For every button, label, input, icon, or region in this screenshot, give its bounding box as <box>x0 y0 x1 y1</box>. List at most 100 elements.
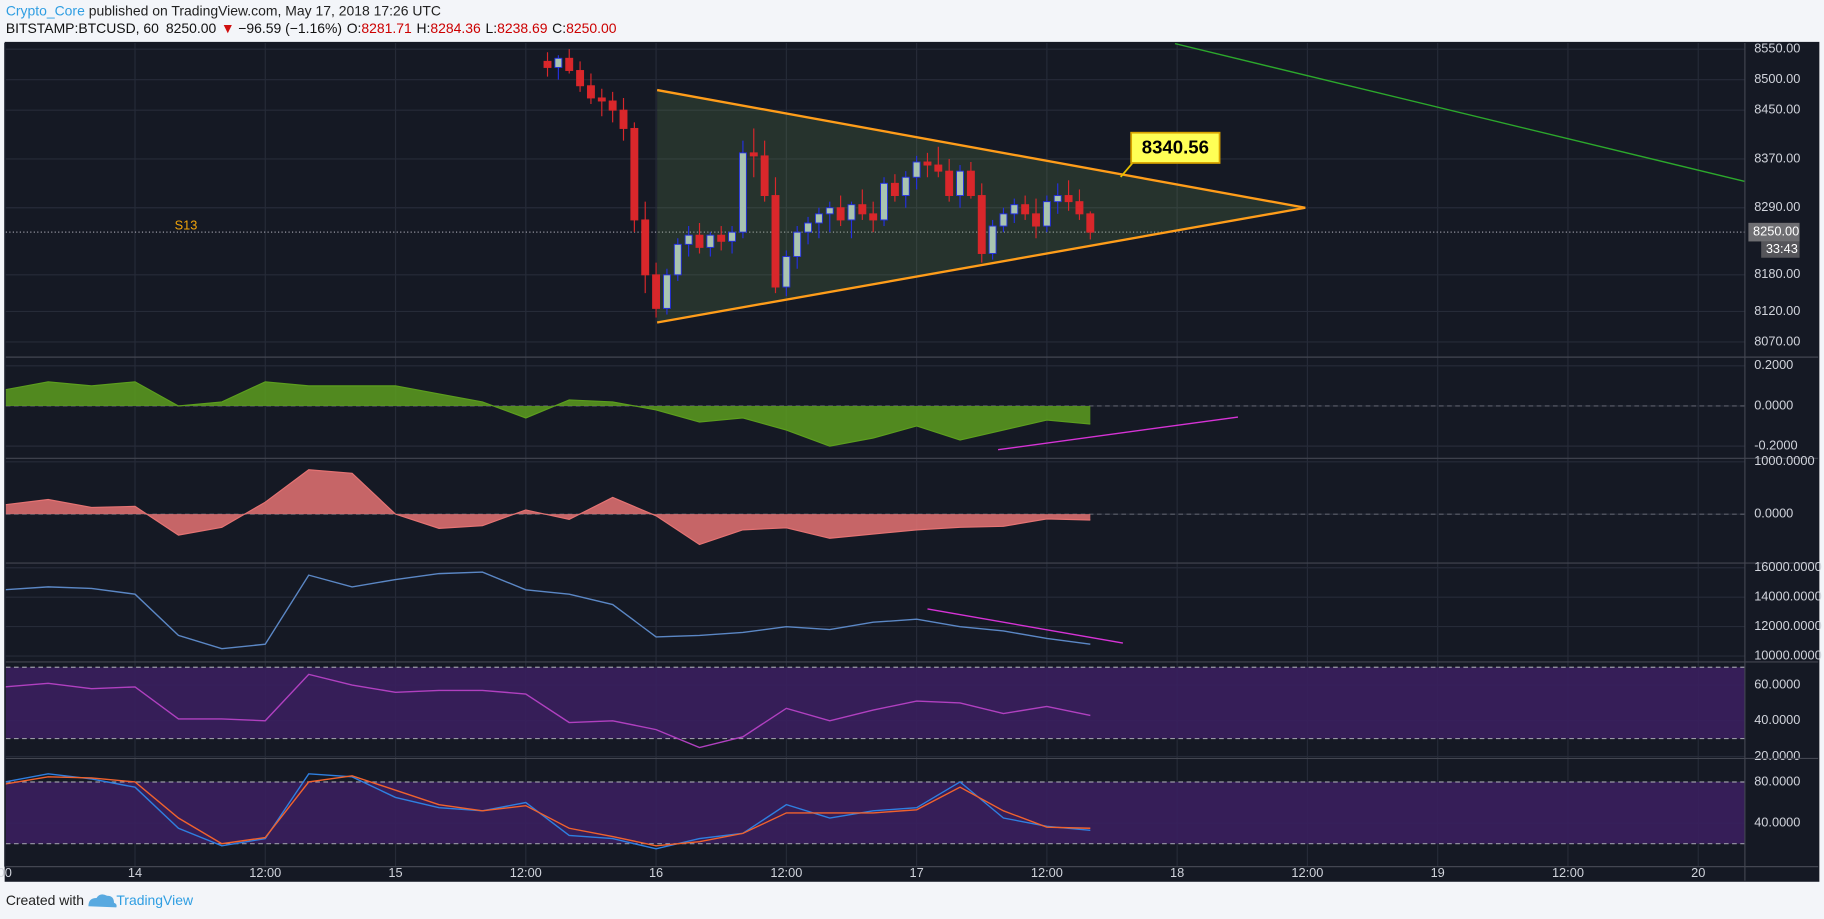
trend-line <box>997 416 1239 451</box>
y-tick-label: 0.2000 <box>1754 357 1793 372</box>
candle-body <box>825 207 834 215</box>
author[interactable]: Crypto_Core <box>6 2 85 18</box>
candle-body <box>1042 201 1051 227</box>
candle-body <box>706 234 715 248</box>
x-tick-label: 20 <box>1691 865 1705 880</box>
y-tick-label: 8450.00 <box>1754 102 1800 117</box>
y-tick-label: 8550.00 <box>1754 41 1800 56</box>
candle-body <box>966 170 975 197</box>
candle-body <box>847 204 856 221</box>
candle-body <box>565 57 574 71</box>
publish-line: Crypto_Core published on TradingView.com… <box>6 2 441 18</box>
candle-body <box>771 195 780 288</box>
level-band <box>5 667 1745 739</box>
x-tick-label: 19 <box>1431 865 1445 880</box>
change: −96.59 (−1.16%) <box>238 20 342 36</box>
candle-body <box>836 207 845 221</box>
ohlc-label: H: <box>416 20 430 36</box>
candle-body <box>608 100 617 111</box>
candle-body <box>945 170 954 197</box>
x-tick-label: 16 <box>649 865 663 880</box>
x-tick-label: 14 <box>128 865 142 880</box>
candle-body <box>858 204 867 215</box>
y-tick-label: 0.0000 <box>1754 397 1793 412</box>
candle-body <box>923 161 932 166</box>
series-line <box>5 775 1091 847</box>
candle-body <box>890 182 899 197</box>
panel-plot <box>5 469 1745 546</box>
candle-body <box>1010 204 1019 215</box>
candle-body <box>977 195 986 254</box>
price: 8250.00 <box>166 20 217 36</box>
y-tick-label: 16000.0000 <box>1754 559 1822 574</box>
footer-brand[interactable]: TradingView <box>116 892 194 908</box>
x-tick-label: 12:00 <box>1291 865 1323 880</box>
area-fill <box>5 469 1091 545</box>
x-tick-label: 12:00 <box>510 865 542 880</box>
trend-line <box>927 608 1124 644</box>
countdown-label: 33:43 <box>1766 241 1798 256</box>
countdown-tag <box>1761 241 1800 258</box>
arrow: ▼ <box>221 20 235 36</box>
callout-box <box>1130 131 1221 164</box>
area-line <box>5 381 1091 447</box>
candle-body <box>695 234 704 248</box>
last-price-tag <box>1748 222 1800 242</box>
x-tick-label: 18 <box>1170 865 1184 880</box>
x-tick-label: 12:00 <box>249 865 281 880</box>
candle-body <box>760 155 769 197</box>
x-tick-label: 15 <box>388 865 402 880</box>
x-tick-label: 12:00 <box>1031 865 1063 880</box>
ohlc-value: 8284.36 <box>430 20 481 36</box>
x-tick-label: 17 <box>909 865 923 880</box>
y-tick-label: 14000.0000 <box>1754 589 1822 604</box>
trend-line <box>1174 43 1745 183</box>
candle-body <box>782 256 791 288</box>
candle-body <box>793 231 802 258</box>
candle-body <box>662 274 671 309</box>
candle-body <box>1086 213 1095 233</box>
candle-body <box>641 219 650 276</box>
candle-body <box>652 274 661 309</box>
ohlc-label: C: <box>552 20 566 36</box>
ohlc-label: L: <box>485 20 497 36</box>
callout-label: 8340.56 <box>1142 136 1209 157</box>
candle-body <box>869 213 878 221</box>
candle-body <box>597 97 606 102</box>
brand-logo[interactable] <box>88 894 117 908</box>
candle-body <box>814 213 823 224</box>
candle-body <box>1075 201 1084 215</box>
trend-line <box>656 206 1306 324</box>
panel-plot <box>5 773 1745 850</box>
y-tick-label: 8500.00 <box>1754 71 1800 86</box>
ohlc-value: 8281.71 <box>361 20 412 36</box>
area-fill <box>5 381 1091 447</box>
candle-body <box>738 152 747 233</box>
y-tick-label: -0.2000 <box>1754 437 1797 452</box>
y-tick-label: 8070.00 <box>1754 333 1800 348</box>
y-tick-label: 40.0000 <box>1754 815 1800 830</box>
candle-body <box>880 182 888 221</box>
candle-body <box>1053 195 1062 203</box>
y-tick-label: 0.0000 <box>1754 506 1793 521</box>
y-tick-label: 1000.0000 <box>1754 453 1814 468</box>
series-line <box>5 773 1091 850</box>
candle-body <box>934 164 943 172</box>
symbol: BITSTAMP:BTCUSD, 60 <box>6 20 159 36</box>
candle-body <box>684 234 693 245</box>
plot-layer: S13 8340.56 <box>5 43 1745 850</box>
series-line <box>5 571 1091 650</box>
candle-body <box>728 231 737 242</box>
panel-plot: S13 <box>175 43 1745 324</box>
y-tick-label: 8290.00 <box>1754 199 1800 214</box>
y-tick-label: 80.0000 <box>1754 773 1800 788</box>
y-tick-label: 40.0000 <box>1754 712 1800 727</box>
x-tick-label: 00 <box>0 865 12 880</box>
ohlc-value: 8250.00 <box>566 20 617 36</box>
x-tick-label: 12:00 <box>770 865 802 880</box>
candle-body <box>749 152 758 157</box>
footer-created: Created with <box>6 892 84 908</box>
y-tick-label: 12000.0000 <box>1754 618 1822 633</box>
